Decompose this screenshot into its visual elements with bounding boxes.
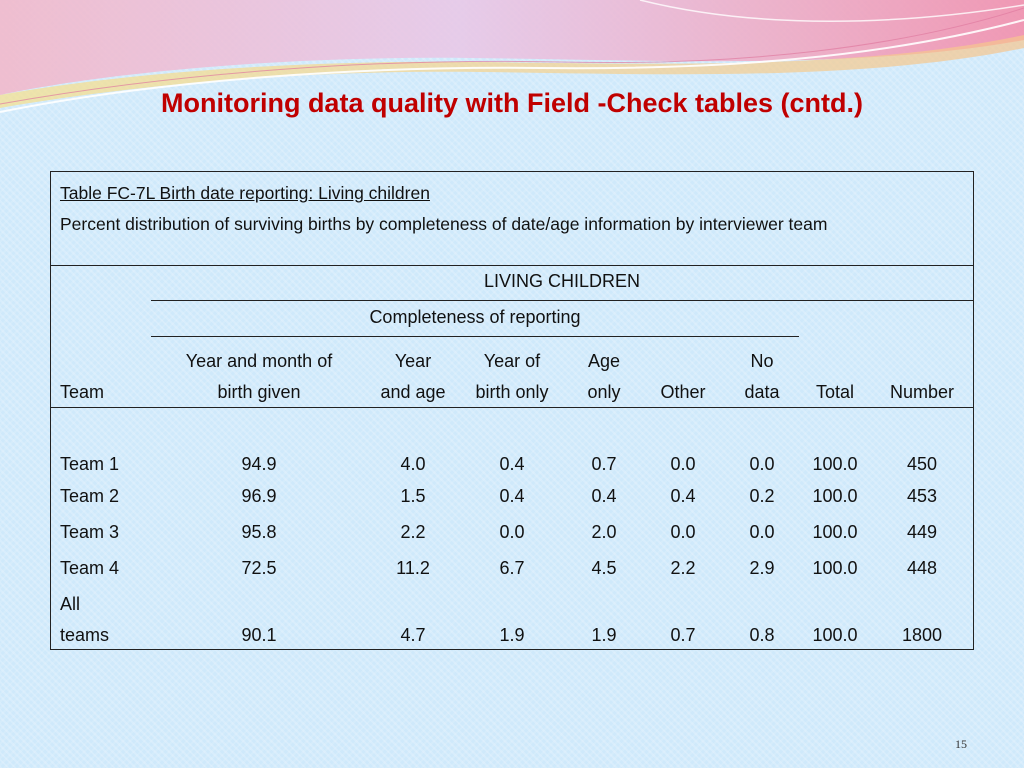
cell-no-data: 0.8 [749,625,775,645]
col-header-age-only: Age [587,351,621,371]
page-number: 15 [955,737,967,751]
col-header-year-month: birth given [217,382,301,402]
cell-year-age: 1.5 [400,486,426,506]
cell-other: 0.4 [670,486,696,506]
col-header-no-data: data [744,382,780,402]
row-label: Team 2 [60,486,120,506]
slide-title: Monitoring data quality with Field -Chec… [160,88,864,118]
row-label: Team 1 [60,454,120,474]
super-header: LIVING CHILDREN [483,271,641,291]
cell-age-only: 2.0 [591,522,617,542]
cell-no-data: 0.0 [749,522,775,542]
cell-year-age: 2.2 [400,522,426,542]
cell-total: 100.0 [812,454,858,474]
cell-year-age: 4.0 [400,454,426,474]
cell-age-only: 1.9 [591,625,617,645]
cell-year-only: 1.9 [499,625,525,645]
table-description: Percent distribution of surviving births… [60,214,828,234]
col-header-year-age: Year [394,351,432,371]
cell-total: 100.0 [812,486,858,506]
cell-no-data: 0.0 [749,454,775,474]
cell-age-only: 0.4 [591,486,617,506]
cell-year-only: 6.7 [499,558,525,578]
row-label: teams [60,625,110,645]
cell-other: 0.7 [670,625,696,645]
col-header-no-data: No [750,351,774,371]
col-header-other: Other [660,382,706,402]
cell-year-only: 0.4 [499,486,525,506]
row-label-line1: All [60,594,81,614]
table-title: Table FC-7L Birth date reporting: Living… [60,183,430,203]
cell-year-only: 0.0 [499,522,525,542]
row-label: Team 3 [60,522,120,542]
col-header-year-only: Year of [483,351,541,371]
cell-other: 0.0 [670,522,696,542]
col-header-number: Number [889,382,955,402]
cell-no-data: 0.2 [749,486,775,506]
col-header-age-only: only [587,382,621,402]
row-label: Team 4 [60,558,120,578]
col-header-year-month: Year and month of [185,351,333,371]
col-header-team: Team [60,382,105,402]
cell-other: 2.2 [670,558,696,578]
super-header-underline [151,300,973,301]
table-caption: Table FC-7L Birth date reporting: Living… [60,178,960,240]
cell-year-month: 95.8 [241,522,277,542]
cell-number: 450 [906,454,938,474]
cell-year-age: 11.2 [396,558,430,578]
cell-other: 0.0 [670,454,696,474]
col-header-total: Total [815,382,855,402]
group-header: Completeness of reporting [369,307,581,327]
cell-number: 453 [906,486,938,506]
header-swoosh-decoration [0,0,1024,113]
group-header-underline [151,336,799,337]
cell-number: 448 [906,558,938,578]
caption-divider [51,265,973,266]
cell-number: 1800 [901,625,943,645]
cell-year-month: 96.9 [241,486,277,506]
cell-year-month: 94.9 [241,454,277,474]
cell-year-month: 90.1 [241,625,277,645]
cell-total: 100.0 [812,625,858,645]
cell-age-only: 4.5 [591,558,617,578]
cell-total: 100.0 [812,522,858,542]
cell-age-only: 0.7 [591,454,617,474]
cell-year-only: 0.4 [499,454,525,474]
cell-total: 100.0 [812,558,858,578]
header-divider [51,407,973,408]
col-header-year-only: birth only [475,382,549,402]
cell-no-data: 2.9 [749,558,775,578]
field-check-table: Table FC-7L Birth date reporting: Living… [50,171,974,650]
col-header-year-age: and age [380,382,446,402]
cell-year-age: 4.7 [400,625,426,645]
cell-year-month: 72.5 [241,558,277,578]
cell-number: 449 [906,522,938,542]
